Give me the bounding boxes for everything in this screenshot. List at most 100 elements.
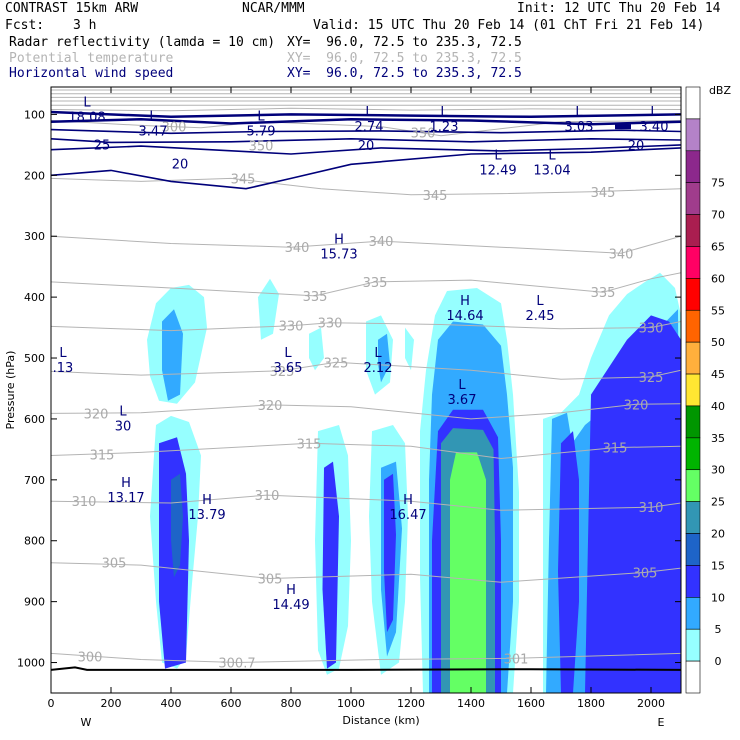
colorbar-level-label: 60 xyxy=(711,272,725,285)
theta-contour-line xyxy=(51,361,681,380)
colorbar-level-label: 35 xyxy=(711,432,725,445)
theta-contour-line xyxy=(51,403,681,420)
colorbar-level-label: 15 xyxy=(711,559,725,572)
colorbar-level-label: 20 xyxy=(711,528,725,541)
x-axis-east-label: E xyxy=(658,716,665,729)
y-axis-label: Pressure (hPa) xyxy=(4,351,17,430)
colorbar-swatch xyxy=(685,405,701,439)
extremum-marker: L xyxy=(365,105,373,120)
y-tick-label: 100 xyxy=(24,108,45,121)
extremum-marker: L xyxy=(284,346,292,361)
colorbar-level-label: 5 xyxy=(715,623,722,636)
extremum-marker: L xyxy=(374,346,382,361)
theta-contour-line xyxy=(51,272,681,297)
extremum-value: 16.47 xyxy=(389,508,426,523)
colorbar-swatch xyxy=(685,660,701,694)
field-wind-xy: XY= 96.0, 72.5 to 235.3, 72.5 xyxy=(287,66,522,81)
extremum-marker: H xyxy=(202,493,212,508)
extremum-marker: H xyxy=(334,232,344,247)
reflectivity-cell xyxy=(384,473,396,633)
theta-contour-label: 315 xyxy=(297,437,322,452)
colorbar-swatch xyxy=(685,565,701,598)
extremum-marker: H xyxy=(403,493,413,508)
colorbar-swatch xyxy=(685,86,701,120)
x-tick-label: 1800 xyxy=(577,697,605,710)
y-tick-label: 800 xyxy=(24,535,45,548)
colorbar-swatch xyxy=(685,469,701,502)
x-tick-label: 1600 xyxy=(517,697,545,710)
theta-contour-label: 330 xyxy=(279,320,304,335)
theta-contour-label: 325 xyxy=(324,356,349,371)
colorbar-swatch xyxy=(685,309,701,343)
center-name: NCAR/MMM xyxy=(242,1,305,16)
x-tick-label: 200 xyxy=(101,697,122,710)
theta-contour-label: 325 xyxy=(270,365,295,380)
extremum-value: 3.47 xyxy=(139,124,168,139)
theta-contour-label: 320 xyxy=(258,399,283,414)
theta-contour-label: 315 xyxy=(90,448,115,463)
extremum-marker: L xyxy=(548,148,556,163)
field-theta-name: Potential temperature xyxy=(9,51,174,66)
extremum-marker: H xyxy=(121,476,131,491)
extremum-marker: L xyxy=(650,105,658,120)
reflectivity-cell xyxy=(405,327,414,371)
colorbar-swatch xyxy=(685,118,701,152)
wind-contour-label: 20 xyxy=(172,158,189,173)
theta-contours xyxy=(51,89,681,664)
colorbar-level-label: 65 xyxy=(711,240,725,253)
colorbar-swatch xyxy=(685,533,701,566)
theta-contour-label: 301 xyxy=(504,652,529,667)
extremum-value: 15.73 xyxy=(320,247,357,262)
theta-contour-label: 335 xyxy=(363,276,388,291)
axes: 0 200 400 600 800 1000 1200 1400 1600 1800 2000 100… xyxy=(17,87,681,710)
extremum-value: 3.65 xyxy=(274,361,303,376)
colorbar-swatch xyxy=(685,341,701,375)
x-tick-label: 0 xyxy=(48,697,55,710)
colorbar-level-label: 50 xyxy=(711,336,725,349)
x-tick-label: 400 xyxy=(161,697,182,710)
x-axis-label: Distance (km) xyxy=(342,714,419,727)
colorbar-swatch xyxy=(685,278,701,311)
field-reflectivity-xy: XY= 96.0, 72.5 to 235.3, 72.5 xyxy=(287,35,522,50)
y-tick-label: 700 xyxy=(24,474,45,487)
theta-contour-label: 340 xyxy=(369,235,394,250)
extremum-value: 14.49 xyxy=(272,598,309,613)
theta-contour-line xyxy=(51,494,681,511)
colorbar-level-label: 55 xyxy=(711,304,725,317)
extremum-value: 12.49 xyxy=(479,163,516,178)
y-tick-label: 500 xyxy=(24,352,45,365)
colorbar-level-label: 0 xyxy=(715,655,722,668)
colorbar-swatch xyxy=(685,597,701,630)
valid-time: Valid: 15 UTC Thu 20 Feb 14 (01 ChT Fri … xyxy=(313,18,705,33)
extremum-value: 2.12 xyxy=(364,361,393,376)
wind-contour-line xyxy=(51,144,681,155)
terrain-line xyxy=(51,666,681,671)
reflectivity-shading xyxy=(147,272,681,693)
y-tick-label: 400 xyxy=(24,291,45,304)
extremum-value: 14.64 xyxy=(446,309,483,324)
colorbar-swatch xyxy=(685,437,701,471)
extremum-value: 1.23 xyxy=(430,120,459,135)
x-tick-label: 800 xyxy=(281,697,302,710)
theta-contour-label: 350 xyxy=(249,139,274,154)
colorbar-level-label: 70 xyxy=(711,209,725,222)
y-tick-label: 1000 xyxy=(17,657,45,670)
plot-frame xyxy=(50,86,682,694)
colorbar-level-label: 75 xyxy=(711,177,725,190)
theta-contour-label: 310 xyxy=(255,489,280,504)
reflectivity-cell xyxy=(322,461,339,669)
x-axis-west-label: W xyxy=(81,716,92,729)
colorbar-level-label: 25 xyxy=(711,496,725,509)
extremum-marker: L xyxy=(83,95,91,110)
extremum-marker: L xyxy=(59,346,67,361)
theta-contour-label: 320 xyxy=(84,407,109,422)
extremum-value: 13.04 xyxy=(533,163,570,178)
y-tick-label: 600 xyxy=(24,413,45,426)
wind-contour-label: 25 xyxy=(94,138,111,153)
field-theta-xy: XY= 96.0, 72.5 to 235.3, 72.5 xyxy=(287,51,522,66)
theta-contour-line xyxy=(51,107,681,112)
wind-core-mark xyxy=(615,124,631,130)
